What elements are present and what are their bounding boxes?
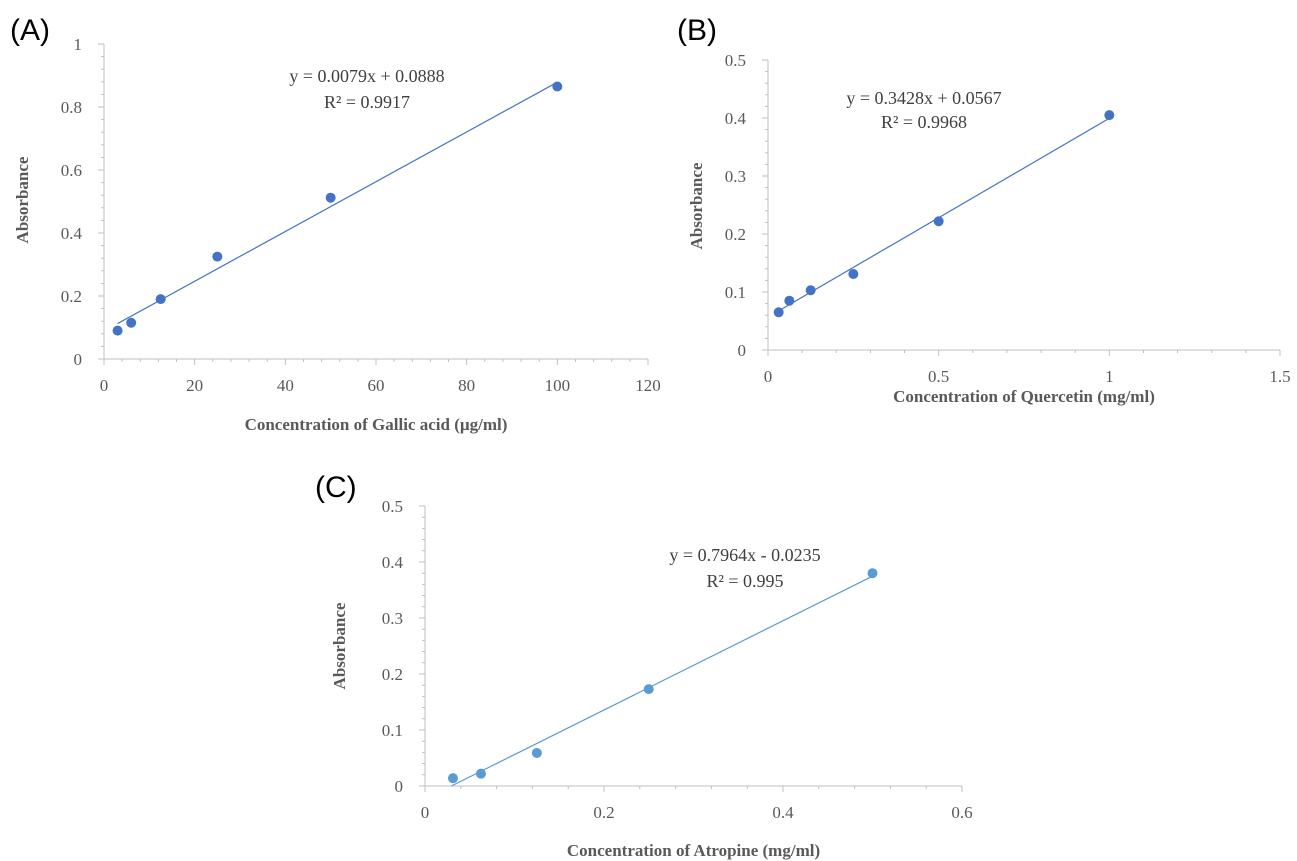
chart-c-y-tick-label: 0.5 [382,497,403,516]
chart-a-y-axis-title: Absorbance [13,156,32,243]
chart-c-y-tick-label: 0.3 [382,609,403,628]
chart-c-y-tick-label: 0.2 [382,665,403,684]
chart-b-x-tick-label: 0.5 [928,367,949,386]
chart-c-y-axis-title: Absorbance [330,602,349,689]
chart-a-x-tick-label: 120 [635,376,661,395]
chart-c-equation: y = 0.7964x - 0.0235 [669,545,820,565]
chart-a-y-tick-label: 0.4 [61,224,83,243]
chart-a-data-point [212,251,223,262]
chart-b-y-tick-label: 0 [738,341,747,360]
chart-a-x-tick-label: 20 [186,376,203,395]
chart-b-r-squared: R² = 0.9968 [881,112,967,132]
chart-b-data-point [784,295,795,306]
chart-a-y-tick-label: 0.8 [61,98,82,117]
chart-c-x-axis-title: Concentration of Atropine (mg/ml) [567,841,820,860]
chart-c-x-tick-label: 0.2 [593,803,614,822]
chart-b-y-axis-title: Absorbance [687,162,706,249]
chart-a-y-tick-label: 0.2 [61,287,82,306]
chart-c-x-tick-label: 0.6 [951,803,972,822]
chart-b-trendline [778,117,1110,312]
chart-b-x-tick-label: 1.5 [1269,367,1290,386]
chart-c-panel-label: (C) [315,471,357,504]
chart-c-y-tick-label: 0 [395,777,404,796]
chart-c-r-squared: R² = 0.995 [706,571,783,591]
chart-c-x-tick-label: 0 [421,803,430,822]
chart-b-y-tick-label: 0.1 [725,283,746,302]
chart-a-trendline [117,81,558,325]
chart-a-x-tick-label: 40 [277,376,294,395]
chart-b-data-point [933,216,944,227]
chart-a-data-point [126,317,137,328]
chart-c-trendline [451,575,873,787]
chart-a-x-tick-label: 80 [458,376,475,395]
chart-b-data-point [1104,110,1115,121]
chart-b-x-tick-label: 1 [1105,367,1114,386]
chart-a-x-tick-label: 0 [100,376,109,395]
chart-b: (B) 0 0.1 0.2 0.3 0.4 0.5 0 0.5 1 1.5 Concentration… [677,14,1291,406]
chart-c-data-point [475,768,486,779]
chart-b-equation: y = 0.3428x + 0.0567 [846,88,1001,108]
chart-a-y-tick-label: 0 [74,350,83,369]
chart-a-y-tick-label: 0.6 [61,161,82,180]
chart-a-panel-label: (A) [10,14,50,47]
chart-a-data-point [552,81,563,92]
chart-a-x-axis-title: Concentration of Gallic acid (µg/ml) [245,415,508,434]
chart-a-data-point [325,192,336,203]
chart-b-y-tick-label: 0.4 [725,109,747,128]
chart-b-y-tick-label: 0.5 [725,51,746,70]
chart-b-data-point [805,285,816,296]
chart-c-y-tick-label: 0.1 [382,721,403,740]
chart-b-y-tick-label: 0.2 [725,225,746,244]
chart-a-r-squared: R² = 0.9917 [324,92,410,112]
chart-c-x-tick-label: 0.4 [772,803,794,822]
chart-a-data-point [155,294,166,305]
chart-c-data-point [447,773,458,784]
chart-a-equation: y = 0.0079x + 0.0888 [289,66,444,86]
chart-c: (C) 0 0.1 0.2 0.3 0.4 0.5 0 0.2 0.4 0.6 Concentrati… [315,471,973,860]
chart-b-y-tick-label: 0.3 [725,167,746,186]
chart-a-y-tick-label: 1 [74,35,83,54]
chart-b-panel-label: (B) [677,14,717,47]
chart-a-x-tick-label: 100 [545,376,571,395]
chart-c-data-point [867,568,878,579]
chart-a-data-point [112,325,123,336]
chart-a: (A) 0 0.2 0.4 0.6 0.8 1 0 20 40 60 80 100 120 Concentr… [10,14,661,434]
chart-c-y-tick-label: 0.4 [382,553,404,572]
chart-b-data-point [848,269,859,280]
chart-a-x-tick-label: 60 [368,376,385,395]
chart-c-data-point [643,684,654,695]
chart-b-x-axis-title: Concentration of Quercetin (mg/ml) [893,387,1155,406]
chart-b-data-point [773,307,784,318]
chart-c-data-point [531,747,542,758]
chart-b-x-tick-label: 0 [764,367,773,386]
